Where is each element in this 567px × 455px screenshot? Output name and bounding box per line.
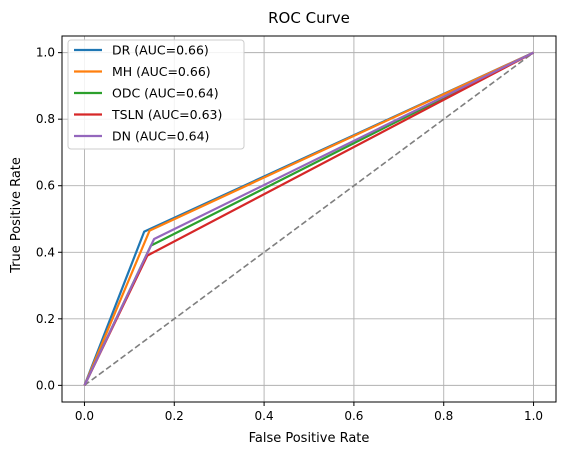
- x-axis-ticks: 0.0 0.2 0.4 0.6 0.8 1.0: [75, 402, 543, 423]
- roc-line-4: [83, 51, 534, 386]
- x-tick-label: 1.0: [524, 409, 543, 423]
- y-tick-label: 0.4: [36, 245, 55, 259]
- legend-label: DR (AUC=0.66): [112, 43, 209, 58]
- legend-label: DN (AUC=0.64): [112, 129, 209, 144]
- diagonal-reference-line: [83, 51, 535, 387]
- reference-line: [83, 51, 535, 387]
- x-tick-label: 0.2: [165, 409, 184, 423]
- legend: DR (AUC=0.66) MH (AUC=0.66) ODC (AUC=0.64)…: [67, 39, 245, 150]
- x-axis-label: False Positive Rate: [249, 431, 370, 446]
- x-tick-label: 0.6: [344, 409, 363, 423]
- chart-title: ROC Curve: [268, 9, 350, 27]
- y-tick-label: 0.0: [36, 378, 55, 392]
- legend-label: TSLN (AUC=0.63): [111, 107, 222, 122]
- y-tick-label: 1.0: [36, 46, 55, 60]
- y-axis-label: True Positive Rate: [9, 157, 24, 274]
- legend-label: MH (AUC=0.66): [112, 64, 211, 79]
- y-axis-ticks: 0.0 0.2 0.4 0.6 0.8 1.0: [36, 46, 62, 392]
- y-tick-label: 0.8: [36, 112, 55, 126]
- legend-label: ODC (AUC=0.64): [112, 86, 219, 101]
- x-tick-label: 0.0: [75, 409, 94, 423]
- roc-line-1: [83, 51, 534, 386]
- plot-frame: [61, 35, 557, 403]
- y-tick-label: 0.2: [36, 312, 55, 326]
- y-tick-label: 0.6: [36, 179, 55, 193]
- x-tick-label: 0.4: [255, 409, 274, 423]
- series-group: [83, 51, 535, 386]
- x-tick-label: 0.8: [434, 409, 453, 423]
- legend-box: [67, 39, 245, 150]
